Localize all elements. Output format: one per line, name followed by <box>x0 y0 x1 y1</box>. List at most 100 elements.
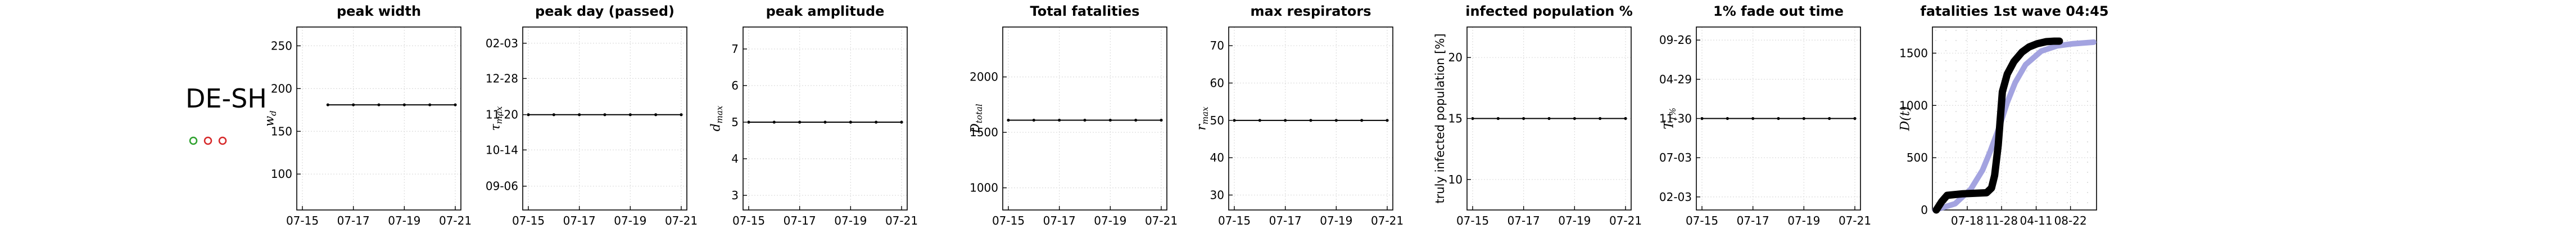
y-tick-label: 500 <box>1907 151 1928 164</box>
y-axis-label: rmax <box>1195 106 1211 131</box>
x-tick-label: 07-19 <box>834 214 867 227</box>
observed-curve <box>1932 37 2063 214</box>
chart-title: max respirators <box>1251 3 1371 19</box>
data-point <box>1233 119 1236 122</box>
x-tick-label: 07-15 <box>732 214 765 227</box>
data-point <box>326 103 329 106</box>
data-point <box>680 113 683 117</box>
x-tick-label: 07-15 <box>1456 214 1489 227</box>
data-point <box>1853 117 1857 120</box>
data-point <box>1309 119 1312 122</box>
x-tick-label: 07-15 <box>992 214 1025 227</box>
y-tick-label: 15 <box>1448 112 1463 126</box>
x-tick-label: 07-19 <box>1320 214 1352 227</box>
y-axis-label: D(t) <box>1899 106 1913 132</box>
x-tick-label: 07-19 <box>614 214 646 227</box>
y-tick-label: 1500 <box>1899 46 1928 60</box>
grid <box>1932 27 2097 211</box>
x-tick-label: 07-21 <box>1145 214 1178 227</box>
y-tick-label: 200 <box>271 82 292 95</box>
x-tick-label: 07-17 <box>1043 214 1076 227</box>
grid <box>523 27 687 210</box>
y-tick-label: 150 <box>271 124 292 138</box>
x-tick-label: 07-21 <box>665 214 698 227</box>
data-point <box>352 103 355 106</box>
chart-title: peak width <box>337 3 421 19</box>
data-point <box>875 120 878 124</box>
data-point <box>1058 118 1061 122</box>
data-point <box>1160 118 1163 122</box>
grid <box>1229 27 1393 210</box>
panel-fade-out-time: 1% fade out time 02-03 07-03 11-30 04-29 09-2… <box>1659 0 1871 237</box>
panel-peak-amplitude: peak amplitude 3 4 5 6 7 07-15 07-17 07-19 07-21 d… <box>709 0 918 237</box>
data-point <box>1777 117 1780 120</box>
plot-frame <box>522 26 687 211</box>
data-point <box>377 103 381 106</box>
data-point <box>1700 117 1704 120</box>
y-tick-label: 60 <box>1210 76 1224 90</box>
x-tick-label: 07-17 <box>1269 214 1302 227</box>
data-point <box>428 103 432 106</box>
x-tick-label: 07-15 <box>286 214 319 227</box>
data-point <box>849 120 852 124</box>
panel-peak-width: peak width 100 150 200 250 07-15 07-17 07-19 07-… <box>263 0 472 237</box>
data-point <box>603 113 606 117</box>
data-point <box>900 120 903 124</box>
data-point <box>1032 118 1035 122</box>
y-tick-label: 10-14 <box>486 143 518 156</box>
y-tick-label: 11-30 <box>1659 112 1692 126</box>
data-point <box>1547 117 1551 120</box>
legend-dot <box>218 136 227 145</box>
y-tick-label: 0 <box>1921 203 1928 217</box>
data-point <box>1360 119 1364 122</box>
data-point <box>1134 118 1138 122</box>
y-tick-label: 250 <box>271 39 292 52</box>
data-point <box>798 120 802 124</box>
data-point <box>1471 117 1474 120</box>
chart-title: fatalities 1st wave 04:45 <box>1920 3 2108 19</box>
x-tick-label: 07-21 <box>885 214 918 227</box>
y-tick-label: 7 <box>731 42 739 56</box>
y-axis-label: truly infected population [%] <box>1433 33 1447 203</box>
y-tick-label: 09-06 <box>486 180 518 193</box>
x-tick-label: 07-15 <box>1218 214 1251 227</box>
x-tick-label: 07-19 <box>388 214 420 227</box>
data-point <box>578 113 581 117</box>
x-tick-label: 07-17 <box>784 214 816 227</box>
y-tick-label: 1000 <box>970 181 998 195</box>
y-tick-label: 6 <box>731 79 739 92</box>
data-point <box>654 113 658 117</box>
dotted-grid <box>1935 30 2088 203</box>
y-tick-label: 5 <box>731 115 739 129</box>
chart-title: infected population % <box>1465 3 1633 19</box>
data-point <box>628 113 632 117</box>
y-tick-label: 20 <box>1448 51 1463 64</box>
region-label: DE-SH <box>185 83 267 114</box>
chart-title: peak amplitude <box>766 3 885 19</box>
y-tick-label: 10 <box>1448 173 1463 186</box>
y-tick-label: 1000 <box>1899 99 1928 112</box>
panel-total-fatalities: Total fatalities 1000 1500 2000 07-15 07-17 07… <box>969 0 1178 237</box>
plot-frame <box>296 26 461 211</box>
x-tick-label: 07-21 <box>1371 214 1404 227</box>
x-tick-label: 07-17 <box>1507 214 1540 227</box>
data-point <box>1726 117 1729 120</box>
y-tick-label: 3 <box>731 189 739 202</box>
data-point <box>1386 119 1389 122</box>
x-tick-label: 07-15 <box>1686 214 1718 227</box>
y-tick-label: 100 <box>271 167 292 181</box>
chart-title: 1% fade out time <box>1713 3 1844 19</box>
data-point <box>402 103 406 106</box>
y-tick-label: 02-03 <box>486 37 518 50</box>
grid <box>743 27 907 210</box>
data-point <box>1496 117 1500 120</box>
y-tick-label: 40 <box>1210 151 1224 164</box>
y-tick-label: 11-20 <box>486 108 518 122</box>
x-tick-label: 07-17 <box>563 214 596 227</box>
data-point <box>772 120 776 124</box>
panel-infected-population: infected population % 10 15 20 07-15 07-17 07-… <box>1433 0 1642 237</box>
x-tick-label: 07-21 <box>1609 214 1642 227</box>
y-tick-label: 70 <box>1210 39 1224 52</box>
legend-dots <box>189 136 227 145</box>
data-point <box>1828 117 1831 120</box>
